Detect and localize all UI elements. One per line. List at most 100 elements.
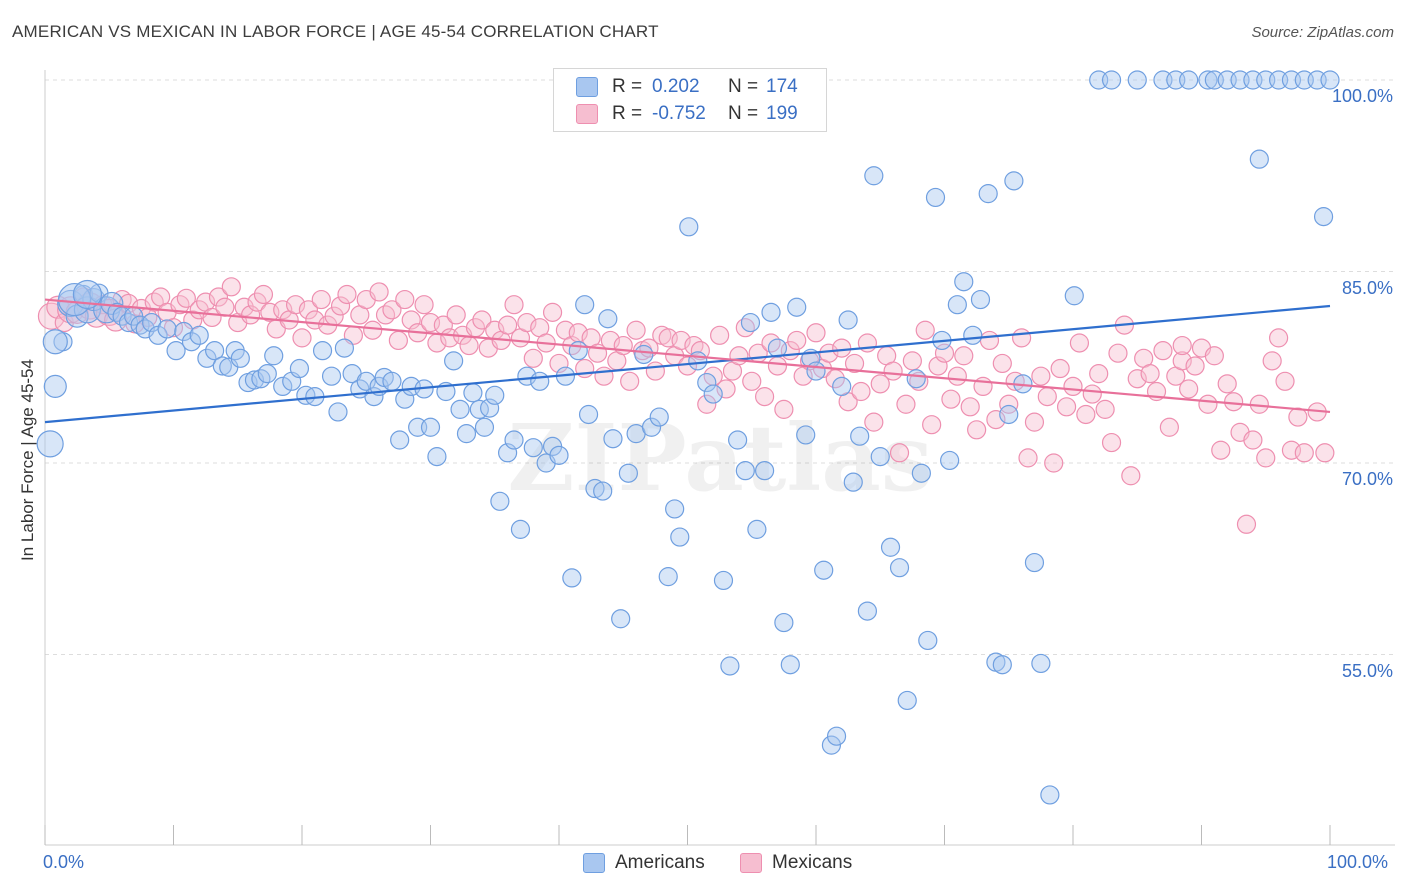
americans-point-95	[679, 217, 699, 237]
mexicans-point-191	[1268, 328, 1289, 348]
mexicans-point-140	[941, 389, 961, 409]
americans-point-97	[697, 372, 717, 393]
americans-point-73	[530, 371, 550, 391]
mexicans-point-78	[542, 302, 563, 322]
mexicans-point-104	[710, 325, 730, 345]
legend-row-mexicans: R = -0.752 N = 199	[576, 103, 798, 125]
americans-point-104	[747, 519, 767, 539]
mexicans-point-166	[1108, 343, 1128, 363]
americans-point-124	[880, 537, 901, 557]
mexicans-point-189	[1256, 448, 1276, 468]
legend-item-americans[interactable]: Americans	[583, 852, 705, 874]
mexicans-point-159	[1063, 376, 1083, 396]
mexicans-r-value: -0.752	[652, 103, 706, 124]
mexicans-point-107	[729, 346, 749, 366]
source-label: Source: ZipAtlas.com	[1251, 24, 1394, 41]
americans-point-107	[767, 338, 788, 358]
series-legend: Americans Mexicans	[0, 852, 1406, 878]
americans-point-123	[870, 447, 890, 467]
americans-point-66	[485, 385, 505, 405]
mexicans-point-137	[922, 415, 942, 435]
legend-row-americans: R = 0.202 N = 174	[576, 76, 798, 98]
mexicans-point-98	[671, 330, 691, 351]
americans-point-69	[504, 430, 524, 450]
americans-point-164	[1249, 149, 1269, 169]
mexicans-point-198	[1172, 335, 1192, 356]
americans-point-90	[641, 417, 662, 437]
americans-point-83	[593, 481, 613, 501]
americans-point-64	[474, 417, 495, 437]
mexicans-point-50	[363, 320, 383, 340]
americans-point-89	[634, 344, 654, 365]
americans-point-29	[230, 348, 250, 368]
mexicans-point-183	[1217, 374, 1237, 394]
americans-point-126	[897, 690, 917, 711]
mexicans-point-152	[1018, 448, 1038, 468]
mexicans-point-40	[298, 300, 319, 320]
mexicans-point-16	[144, 292, 164, 312]
americans-point-84	[598, 309, 618, 329]
mexicans-point-147	[986, 409, 1006, 430]
americans-point-96	[688, 351, 708, 371]
americans-point-15	[130, 315, 150, 335]
americans-point-1	[43, 374, 67, 398]
mexicans-point-154	[1031, 366, 1051, 386]
americans-point-82	[585, 478, 605, 499]
mexicans-point-155	[1037, 387, 1057, 407]
americans-n-value: 174	[766, 76, 798, 97]
mexicans-point-192	[1275, 371, 1295, 391]
americans-r-value: 0.202	[652, 76, 700, 97]
mexicans-point-58	[414, 295, 434, 315]
mexicans-point-165	[1101, 432, 1122, 453]
mexicans-point-153	[1024, 412, 1045, 432]
mexicans-point-148	[992, 353, 1012, 374]
mexicans-point-180	[1198, 394, 1218, 414]
mexicans-point-156	[1044, 453, 1064, 473]
mexicans-point-94	[645, 361, 665, 381]
americans-point-46	[356, 371, 376, 391]
americans-point-72	[523, 438, 543, 458]
americans-point-141	[1004, 171, 1024, 191]
mexicans-point-67	[472, 310, 492, 330]
mexicans-point-195	[1294, 443, 1314, 463]
mexicans-point-186	[1236, 514, 1257, 534]
mexicans-point-133	[896, 394, 916, 414]
americans-point-103	[740, 312, 761, 333]
mexicans-point-63	[446, 305, 466, 325]
americans-point-111	[796, 425, 816, 445]
americans-trend-line	[44, 304, 1331, 424]
americans-point-93	[665, 499, 685, 519]
mexicans-point-33	[253, 284, 274, 305]
americans-point-148	[1101, 70, 1122, 90]
americans-point-32	[251, 369, 271, 389]
americans-point-118	[838, 310, 858, 330]
americans-point-86	[611, 609, 631, 629]
legend-item-mexicans[interactable]: Mexicans	[740, 852, 852, 874]
americans-point-91	[649, 407, 669, 427]
americans-point-51	[390, 430, 410, 450]
americans-cluster-point-1	[72, 279, 103, 310]
mexicans-point-86	[594, 366, 614, 386]
mexicans-point-105	[716, 379, 736, 399]
mexicans-point-116	[787, 330, 807, 351]
americans-point-67	[490, 491, 510, 511]
americans-point-152	[1179, 70, 1199, 90]
americans-point-116	[826, 726, 847, 746]
mexicans-point-71	[498, 315, 518, 335]
mexicans-point-184	[1224, 392, 1244, 412]
mexicans-point-160	[1069, 333, 1090, 353]
mexicans-point-102	[697, 394, 717, 414]
americans-point-119	[843, 472, 863, 492]
mexicans-point-75	[523, 348, 543, 368]
americans-point-35	[273, 376, 293, 396]
americans-point-139	[992, 655, 1012, 675]
americans-point-33	[257, 364, 277, 384]
mexicans-point-142	[954, 346, 974, 366]
americans-point-149	[1127, 70, 1147, 90]
americans-point-42	[328, 402, 348, 422]
mexicans-point-45	[330, 296, 351, 316]
mexicans-point-132	[889, 443, 910, 463]
americans-point-100	[720, 656, 740, 676]
americans-r-label: R =	[612, 76, 643, 97]
americans-point-137	[978, 184, 998, 204]
